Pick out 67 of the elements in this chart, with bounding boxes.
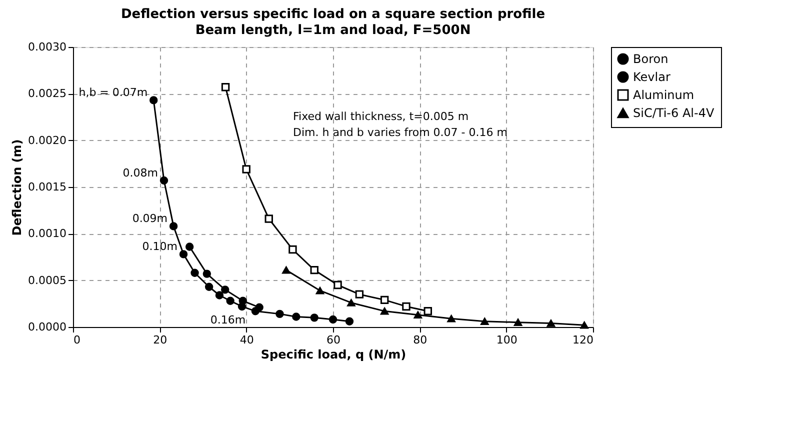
y-tick-label: 0.0030 [28, 40, 66, 54]
point [345, 317, 354, 326]
chart-subtitle: Beam length, l=1m and load, F=500N [195, 23, 471, 38]
annotation: h,b = 0.07m [78, 86, 148, 100]
point [328, 315, 338, 324]
point [179, 250, 188, 258]
point [447, 314, 456, 322]
point [424, 307, 432, 316]
point [347, 299, 356, 306]
point [160, 176, 168, 185]
x-axis-title: Specific load, q (N/m) [260, 348, 406, 362]
point [242, 165, 250, 174]
point [380, 307, 389, 315]
point [220, 286, 230, 294]
point [546, 320, 556, 327]
point [316, 286, 324, 294]
x-tick-label: 20 [153, 334, 168, 346]
point [204, 282, 214, 291]
point [276, 310, 284, 318]
point [238, 302, 246, 311]
legend-label: Kevlar [633, 70, 670, 84]
point [226, 296, 234, 305]
point [355, 290, 364, 298]
y-tick-label: 0.0025 [28, 87, 66, 100]
y-tick-label: 0.0020 [28, 134, 66, 147]
x-tick-label: 120 [572, 334, 594, 346]
point [334, 280, 342, 290]
point [215, 291, 224, 300]
point [514, 318, 522, 326]
x-tick-label: 0 [74, 334, 80, 346]
annotation: 0.08m [122, 166, 158, 180]
legend-label: SiC/Ti-6 Al-4V [633, 106, 715, 120]
point [292, 312, 300, 321]
point [402, 302, 410, 311]
annotation: 0.16m [210, 313, 246, 326]
y-tick-label: 0.0015 [28, 180, 66, 194]
point [414, 311, 422, 319]
y-tick-label: 0.0005 [28, 274, 66, 287]
point [480, 318, 489, 326]
x-tick-label: 60 [326, 334, 340, 346]
point [190, 268, 199, 277]
point [310, 314, 318, 322]
y-axis-title: Deflection (m) [10, 139, 24, 236]
annotation: 0.09m [132, 212, 168, 226]
point [310, 266, 318, 274]
point [580, 321, 588, 329]
point [185, 242, 194, 251]
chart-title: Deflection versus specific load on a square section profile [120, 7, 546, 22]
x-tick-label: 100 [496, 334, 518, 346]
annotation: 0.10m [142, 240, 178, 254]
point [264, 214, 273, 223]
point [288, 245, 297, 254]
point [282, 266, 290, 274]
y-tick-label: 0.0000 [28, 320, 66, 334]
point [169, 222, 178, 230]
point [221, 83, 230, 92]
y-tick-label: 0.0010 [28, 227, 66, 240]
point [251, 307, 260, 316]
annotation: Dim. h and b varies from 0.07 - 0.16 m [293, 126, 508, 139]
point [149, 96, 158, 104]
annotation: Fixed wall thickness, t=0.005 m [293, 110, 469, 123]
point [202, 270, 212, 278]
legend-label: Boron [633, 52, 668, 66]
x-tick-label: 80 [413, 334, 428, 346]
x-tick-label: 40 [240, 334, 254, 346]
point [380, 296, 389, 304]
legend-label: Aluminum [633, 88, 694, 102]
